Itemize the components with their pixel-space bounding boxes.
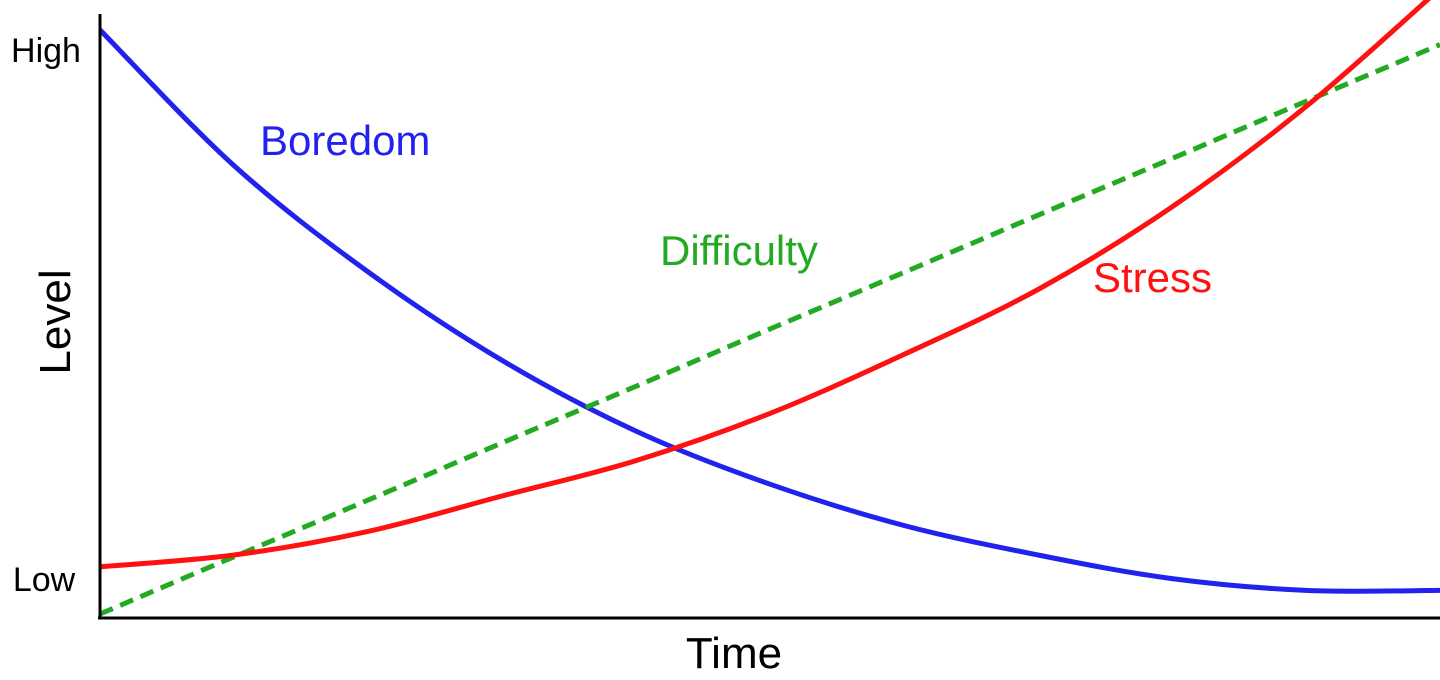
series-line-difficulty — [100, 42, 1440, 617]
x-axis-title: Time — [686, 629, 782, 678]
series-line-boredom — [100, 28, 1440, 594]
series-label-stress: Stress — [1093, 254, 1212, 301]
y-tick-low: Low — [13, 561, 76, 599]
y-axis-title: Level — [31, 269, 80, 374]
series-line-stress — [100, 0, 1432, 570]
y-tick-high: High — [11, 32, 81, 70]
series-label-boredom: Boredom — [260, 117, 430, 164]
series-label-difficulty: Difficulty — [660, 227, 818, 274]
series-lines — [100, 0, 1440, 617]
